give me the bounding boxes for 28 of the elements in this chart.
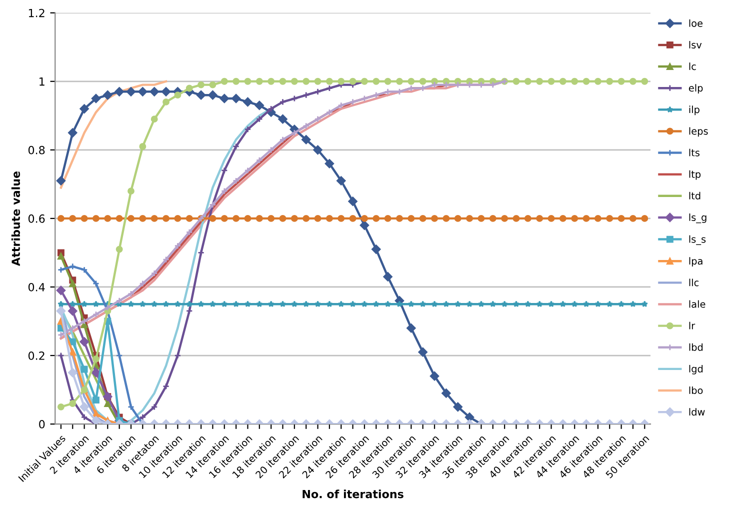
legend-label: leps: [689, 127, 708, 137]
legend-label: lbo: [689, 386, 703, 394]
y-tick-label: 0.6: [28, 214, 45, 223]
legend-label: ls_s: [689, 235, 706, 245]
y-tick-label: 0: [39, 420, 45, 428]
legend-label: lpa: [689, 257, 702, 267]
legend-label: loe: [689, 19, 703, 27]
legend-label: ls_g: [689, 213, 706, 224]
legend-label: lgd: [689, 364, 703, 374]
legend-label: lsv: [689, 40, 702, 49]
y-tick-label: 0.2: [28, 351, 44, 360]
y-tick-label: 0.4: [28, 282, 45, 292]
legend-label: lr: [689, 322, 696, 330]
y-tick-label: 0.8: [28, 146, 45, 154]
y-tick-label: 1.2: [28, 8, 44, 18]
x-axis-title: No. of iterations: [302, 490, 404, 498]
legend-label: llc: [689, 278, 699, 286]
legend-label: lale: [689, 300, 706, 308]
legend-label: ltd: [689, 192, 700, 200]
y-axis-title: Attribute value: [11, 171, 20, 266]
legend-label: ilp: [689, 106, 700, 116]
legend-label: elp: [688, 84, 703, 94]
legend-label: lbd: [689, 343, 703, 351]
legend-label: ltp: [689, 170, 701, 180]
legend-label: lts: [689, 148, 700, 156]
legend-label: lc: [689, 62, 696, 70]
y-tick-label: 1: [40, 78, 44, 86]
legend-label: ldw: [689, 408, 705, 416]
